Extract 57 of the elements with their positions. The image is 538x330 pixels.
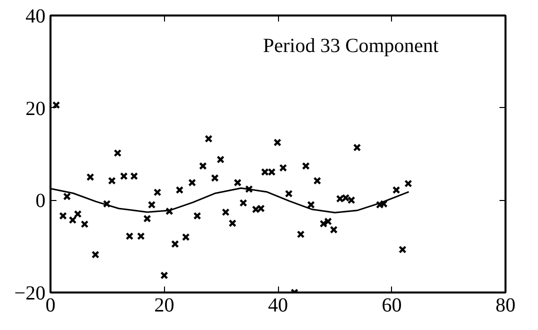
x-tick-label: 80 — [496, 294, 516, 316]
point — [182, 233, 190, 242]
point — [216, 156, 224, 164]
point — [92, 250, 100, 259]
point — [148, 200, 156, 209]
y-tick-label: 40 — [26, 6, 46, 28]
point — [296, 230, 305, 238]
y-tick-label: −20 — [14, 282, 46, 304]
point — [137, 232, 145, 240]
point — [126, 232, 134, 240]
y-tick-label: 0 — [36, 190, 46, 212]
point — [102, 200, 111, 208]
point — [404, 180, 412, 188]
point — [302, 162, 310, 170]
point — [171, 240, 179, 248]
point — [234, 178, 242, 187]
point — [86, 173, 94, 182]
point — [108, 176, 116, 185]
point — [63, 192, 71, 200]
point — [176, 186, 184, 194]
point — [198, 162, 207, 170]
point — [307, 200, 315, 209]
point — [130, 172, 138, 180]
point — [222, 208, 230, 216]
point — [153, 188, 162, 196]
point — [59, 212, 67, 220]
point — [353, 144, 361, 152]
point — [313, 176, 322, 185]
y-tick-label: 20 — [26, 98, 46, 120]
point — [160, 271, 168, 280]
x-tick-label: 40 — [268, 294, 288, 316]
point — [68, 216, 77, 224]
point — [193, 212, 202, 220]
point — [274, 138, 282, 146]
text: Period 33 Component — [263, 35, 440, 58]
point — [279, 164, 288, 172]
point — [210, 174, 219, 182]
x-tick-label: 20 — [154, 294, 174, 316]
point — [204, 134, 213, 143]
point — [239, 199, 248, 207]
point — [143, 214, 152, 223]
point — [114, 149, 122, 158]
point — [120, 172, 128, 180]
point — [80, 220, 89, 228]
point — [398, 246, 406, 254]
point — [188, 178, 196, 187]
x-tick-label: 60 — [382, 294, 402, 316]
point — [165, 207, 174, 216]
point — [284, 190, 293, 198]
point — [228, 219, 236, 228]
point — [380, 200, 388, 208]
point — [330, 226, 338, 234]
point — [74, 210, 82, 218]
point — [376, 200, 384, 209]
point — [245, 185, 253, 194]
point — [52, 101, 60, 109]
point — [392, 186, 400, 194]
